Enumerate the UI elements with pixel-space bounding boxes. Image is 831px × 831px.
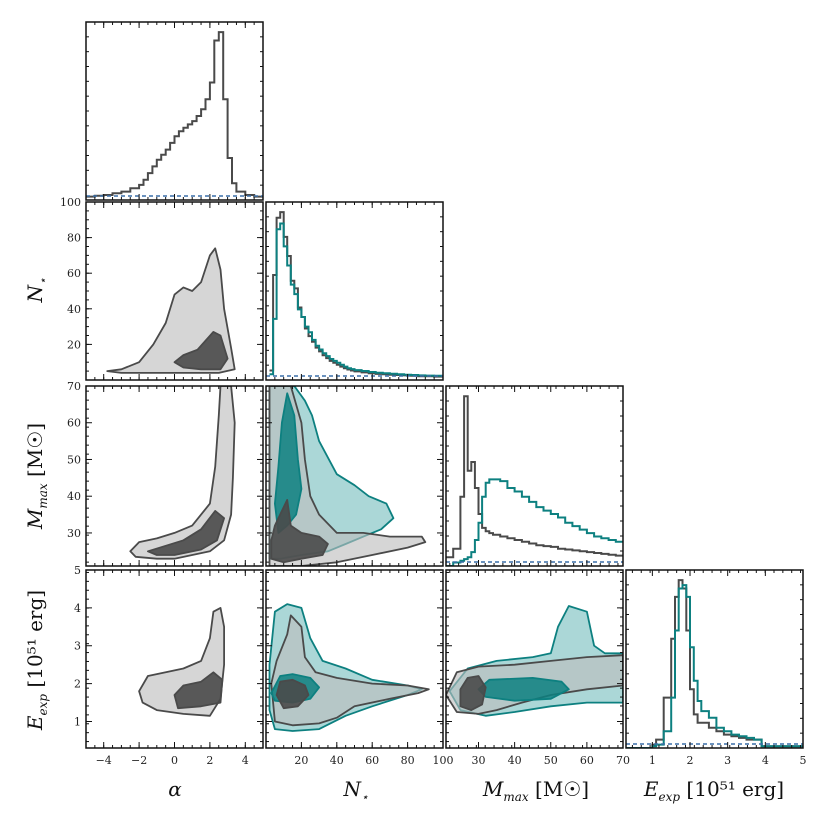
y-axis-label-mmax: Mmax [M☉] <box>23 423 50 530</box>
y-tick-label: 70 <box>67 380 81 393</box>
panel-alpha-mmax <box>129 386 236 560</box>
x-tick-label: 2 <box>206 754 213 767</box>
x-axis-label-alpha: α <box>168 777 182 801</box>
y-tick-label: 2 <box>74 678 81 691</box>
x-tick-label: 30 <box>472 754 486 767</box>
contour-dark-inner <box>173 671 224 710</box>
x-tick-label: 80 <box>401 754 415 767</box>
panel-nstar-mmax <box>268 386 427 566</box>
x-tick-label: 4 <box>242 754 249 767</box>
hist-alpha <box>86 31 263 198</box>
contour-dark-inner <box>147 510 225 556</box>
panel-alpha-eexp <box>138 607 225 717</box>
x-tick-label: 60 <box>580 754 594 767</box>
y-tick-label: 60 <box>67 267 81 280</box>
x-tick-label: 70 <box>616 754 630 767</box>
hist-nstar <box>266 211 443 378</box>
y-axis-label-nstar: N⋆ <box>23 277 50 304</box>
x-tick-label: 100 <box>433 754 454 767</box>
panel-mmax-eexp <box>446 605 623 717</box>
contour-dark-inner <box>275 678 310 710</box>
x-tick-label: 40 <box>330 754 344 767</box>
y-tick-label: 30 <box>67 527 81 540</box>
x-axis-label-mmax: Mmax [M☉] <box>482 777 589 804</box>
y-tick-label: 40 <box>67 490 81 503</box>
y-tick-label: 1 <box>74 715 81 728</box>
x-tick-label: 60 <box>365 754 379 767</box>
y-tick-label: 50 <box>67 453 81 466</box>
x-axis-label-eexp: Eexp [10⁵¹ erg] <box>643 777 784 804</box>
y-tick-label: 80 <box>67 232 81 245</box>
contour-dark-outer <box>268 386 427 566</box>
hist-eexp <box>626 579 803 748</box>
x-tick-label: 3 <box>724 754 731 767</box>
y-tick-label: 40 <box>67 303 81 316</box>
x-tick-label: −4 <box>96 754 112 767</box>
x-axis-label-nstar: N⋆ <box>342 777 369 804</box>
panel-alpha-nstar <box>106 247 236 374</box>
x-tick-label: −2 <box>131 754 147 767</box>
panel-frame <box>625 569 804 749</box>
x-tick-label: 5 <box>800 754 807 767</box>
hist-line-teal <box>626 584 803 748</box>
contour-dark-outer <box>129 386 236 560</box>
x-tick-label: 1 <box>649 754 656 767</box>
panel-frame <box>445 385 624 567</box>
panel-frame <box>85 569 264 749</box>
x-tick-label: 2 <box>687 754 694 767</box>
y-tick-label: 3 <box>74 640 81 653</box>
x-tick-label: 4 <box>762 754 769 767</box>
x-tick-label: 50 <box>544 754 558 767</box>
contour-dark-inner <box>270 499 329 564</box>
hist-line-dark <box>86 31 263 198</box>
hist-line-teal <box>269 222 443 377</box>
hist-line-dark <box>446 395 623 559</box>
hist-line-teal <box>446 478 623 566</box>
panel-frame <box>85 21 264 201</box>
y-tick-label: 4 <box>74 602 81 615</box>
panel-nstar-eexp <box>268 603 430 732</box>
hist-line-dark <box>626 579 803 748</box>
y-tick-label: 100 <box>60 196 81 209</box>
contour-teal-inner <box>477 677 570 702</box>
contour-dark-outer <box>106 247 236 374</box>
contour-dark-inner <box>173 331 229 371</box>
panel-frame <box>265 201 444 381</box>
x-tick-label: 0 <box>171 754 178 767</box>
panel-frame <box>445 569 624 749</box>
y-tick-label: 5 <box>74 564 81 577</box>
hist-mmax <box>446 395 623 566</box>
x-tick-label: 20 <box>294 754 308 767</box>
y-axis-label-eexp: Eexp [10⁵¹ erg] <box>23 590 50 731</box>
y-tick-label: 60 <box>67 417 81 430</box>
x-tick-label: 40 <box>508 754 522 767</box>
y-tick-label: 20 <box>67 338 81 351</box>
contour-dark-inner <box>459 675 487 711</box>
